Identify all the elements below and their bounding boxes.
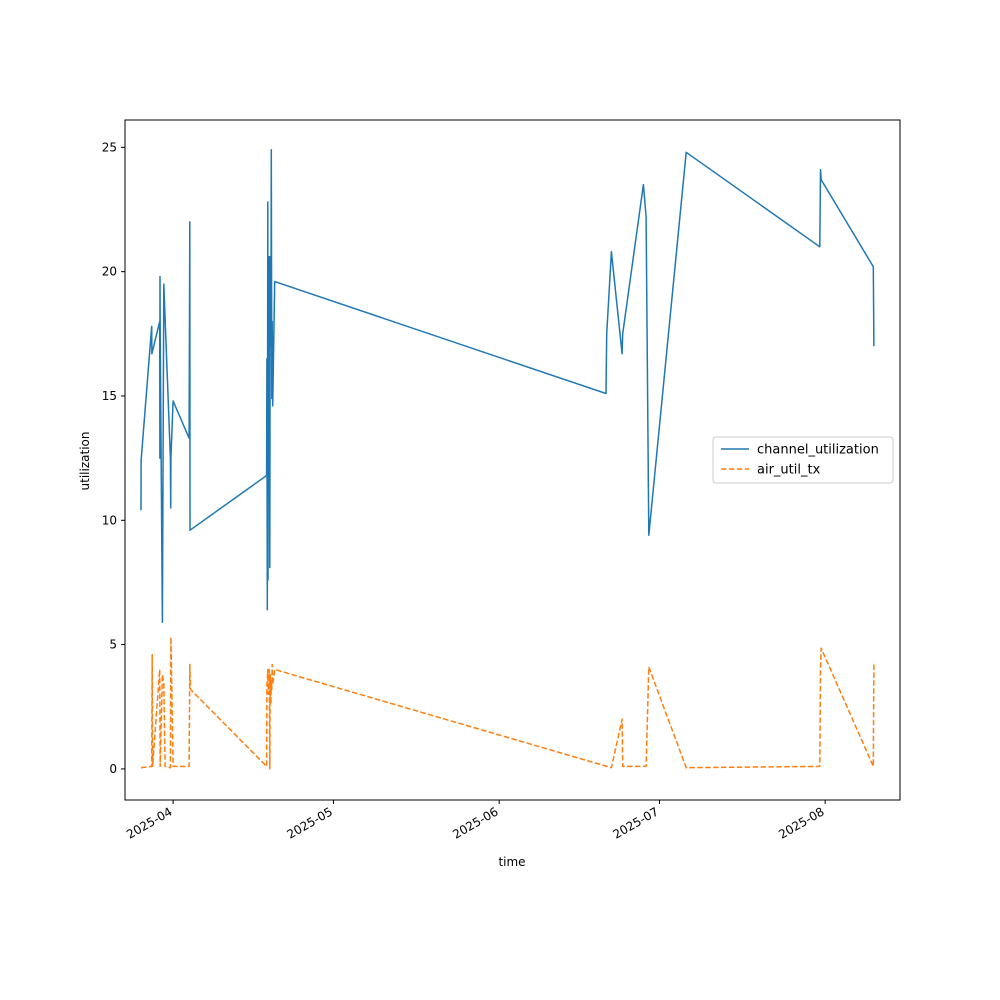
legend-box: [712, 436, 894, 484]
y-tick-label: 5: [109, 638, 117, 652]
y-tick-label: 10: [102, 513, 117, 527]
y-tick-label: 25: [102, 140, 117, 154]
x-tick-label: 2025-07: [611, 804, 661, 841]
y-axis-label: utilization: [78, 432, 92, 491]
series-layer: [140, 149, 875, 770]
y-axis: 0 5 10 15 20 25: [102, 140, 125, 776]
series-line-air-util-tx: [140, 636, 875, 770]
y-tick-label: 15: [102, 389, 117, 403]
x-tick-label: 2025-08: [776, 804, 826, 841]
legend: channel_utilization air_util_tx: [712, 436, 894, 484]
plot-frame: [124, 119, 901, 801]
x-tick-label: 2025-04: [124, 804, 174, 841]
x-tick-label: 2025-05: [285, 804, 335, 841]
series-line-channel-utilization: [140, 149, 875, 623]
y-tick-label: 0: [109, 762, 117, 776]
x-axis: 2025-04 2025-05 2025-06 2025-07 2025-08: [124, 800, 827, 842]
legend-label-channel-utilization: channel_utilization: [757, 443, 879, 458]
y-tick-label: 20: [102, 265, 117, 279]
x-axis-label: time: [498, 855, 525, 869]
legend-label-air-util-tx: air_util_tx: [757, 463, 821, 478]
x-tick-label: 2025-06: [450, 804, 500, 841]
